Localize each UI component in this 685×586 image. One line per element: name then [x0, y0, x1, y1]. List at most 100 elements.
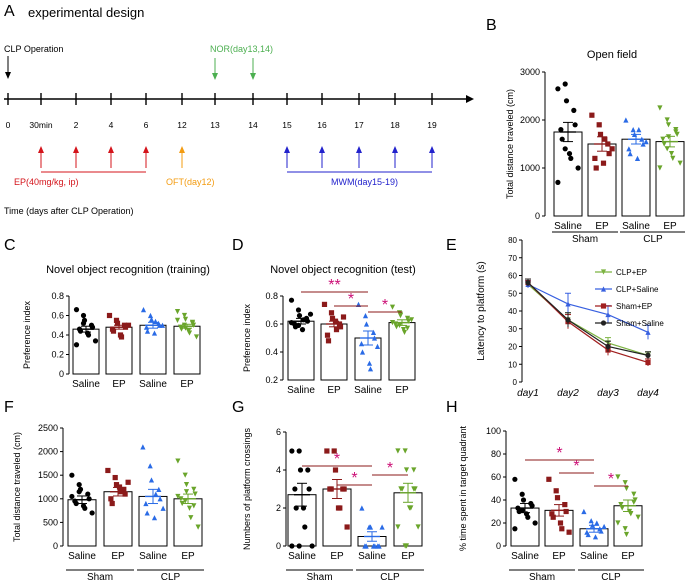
data-point [563, 98, 570, 104]
timeline-tick-label: 18 [390, 120, 400, 130]
nor-arrowhead [250, 73, 256, 80]
data-point [324, 332, 331, 338]
data-point [512, 476, 518, 482]
bar [388, 322, 416, 381]
data-point [329, 315, 336, 321]
timeline-arrowhead [466, 95, 474, 103]
y-tick-label: 0.6 [51, 311, 64, 321]
data-point [140, 307, 147, 313]
data-point [332, 467, 339, 473]
bar [139, 324, 167, 375]
y-tick-label: 2000 [520, 115, 540, 125]
data-point [331, 448, 337, 454]
data-point [557, 520, 564, 526]
y-tick-label: 60 [491, 472, 501, 482]
y-tick-label: 6 [276, 427, 281, 437]
data-point [148, 316, 155, 322]
data-point [379, 524, 385, 530]
significance-star: ** [328, 277, 340, 294]
oft-label: OFT(day12) [166, 177, 215, 187]
y-tick-label: 2000 [38, 447, 58, 457]
y-axis-label: Total distance traveled (cm) [505, 89, 515, 199]
data-point [304, 318, 311, 324]
x-tick-label: EP [112, 379, 126, 390]
data-point [408, 317, 415, 323]
x-tick-label: EP [401, 551, 415, 562]
data-point [160, 505, 166, 511]
bar [320, 323, 348, 381]
nor-arrowhead [212, 73, 218, 80]
data-point [340, 314, 347, 320]
data-point [402, 448, 408, 454]
data-point [636, 127, 642, 133]
y-tick-label: 0.4 [51, 330, 64, 340]
x-tick-label: EP [111, 551, 125, 562]
x-tick-label: Saline [139, 379, 167, 390]
data-point [395, 524, 401, 530]
timeline-tick-label: 30min [29, 120, 52, 130]
data-point [159, 322, 166, 328]
data-point [665, 122, 672, 128]
legend-label: Sham+Saline [616, 319, 664, 328]
x-tick-label: day3 [597, 388, 619, 399]
data-point [121, 486, 127, 492]
data-point [670, 155, 676, 161]
data-point [188, 515, 194, 521]
legend-label: CLP+Saline [616, 285, 659, 294]
data-point [519, 507, 525, 513]
ep-label: EP(40mg/kg, ip) [14, 177, 79, 187]
significance-star: * [382, 297, 388, 314]
x-tick-label: day1 [517, 388, 539, 399]
legend-marker [600, 269, 607, 275]
data-point [152, 318, 159, 324]
data-point [106, 312, 113, 319]
data-point [296, 313, 303, 319]
data-point [677, 160, 683, 166]
data-point [289, 448, 295, 454]
data-point [182, 472, 188, 478]
x-tick-label: Saline [511, 551, 539, 562]
data-point [122, 491, 128, 497]
data-point [585, 531, 591, 538]
data-point [73, 342, 80, 348]
data-point [143, 500, 149, 507]
data-point [601, 523, 607, 530]
mwm-arrowhead [319, 146, 325, 153]
y-tick-label: 2500 [38, 423, 58, 433]
data-point [581, 508, 587, 515]
data-point [634, 155, 641, 161]
data-point [105, 467, 111, 474]
data-point [529, 503, 535, 509]
data-point [553, 488, 559, 494]
group-label: CLP [161, 572, 181, 583]
series-point [645, 352, 651, 358]
data-point [359, 505, 365, 511]
chart-latency: 0 10 20 30 40 50 60 70 80 Latency to platform (s)… [476, 236, 664, 399]
y-tick-label: 0 [59, 369, 64, 379]
data-point [571, 107, 577, 113]
data-point [191, 503, 197, 509]
data-point [664, 146, 670, 152]
data-point [622, 480, 628, 486]
chart-target-quadrant: 0 20 40 60 80 100 % time spent in target quadr… [458, 425, 644, 583]
bar [103, 491, 133, 547]
data-point [562, 146, 568, 152]
series-point [605, 311, 611, 318]
data-point [559, 136, 565, 142]
x-tick-label: EP [327, 385, 341, 396]
ep-dose-arrowhead [73, 146, 79, 153]
bar [553, 131, 583, 217]
bar [587, 143, 617, 217]
data-point [358, 341, 365, 347]
data-point [597, 131, 604, 137]
data-point [125, 322, 132, 328]
data-point [401, 329, 408, 335]
data-point [408, 505, 414, 511]
data-point [85, 491, 91, 497]
data-point [113, 482, 120, 488]
data-point [362, 313, 369, 319]
data-point [300, 317, 307, 323]
data-point [186, 330, 193, 336]
data-point [295, 307, 302, 313]
y-tick-label: 10 [508, 360, 517, 369]
